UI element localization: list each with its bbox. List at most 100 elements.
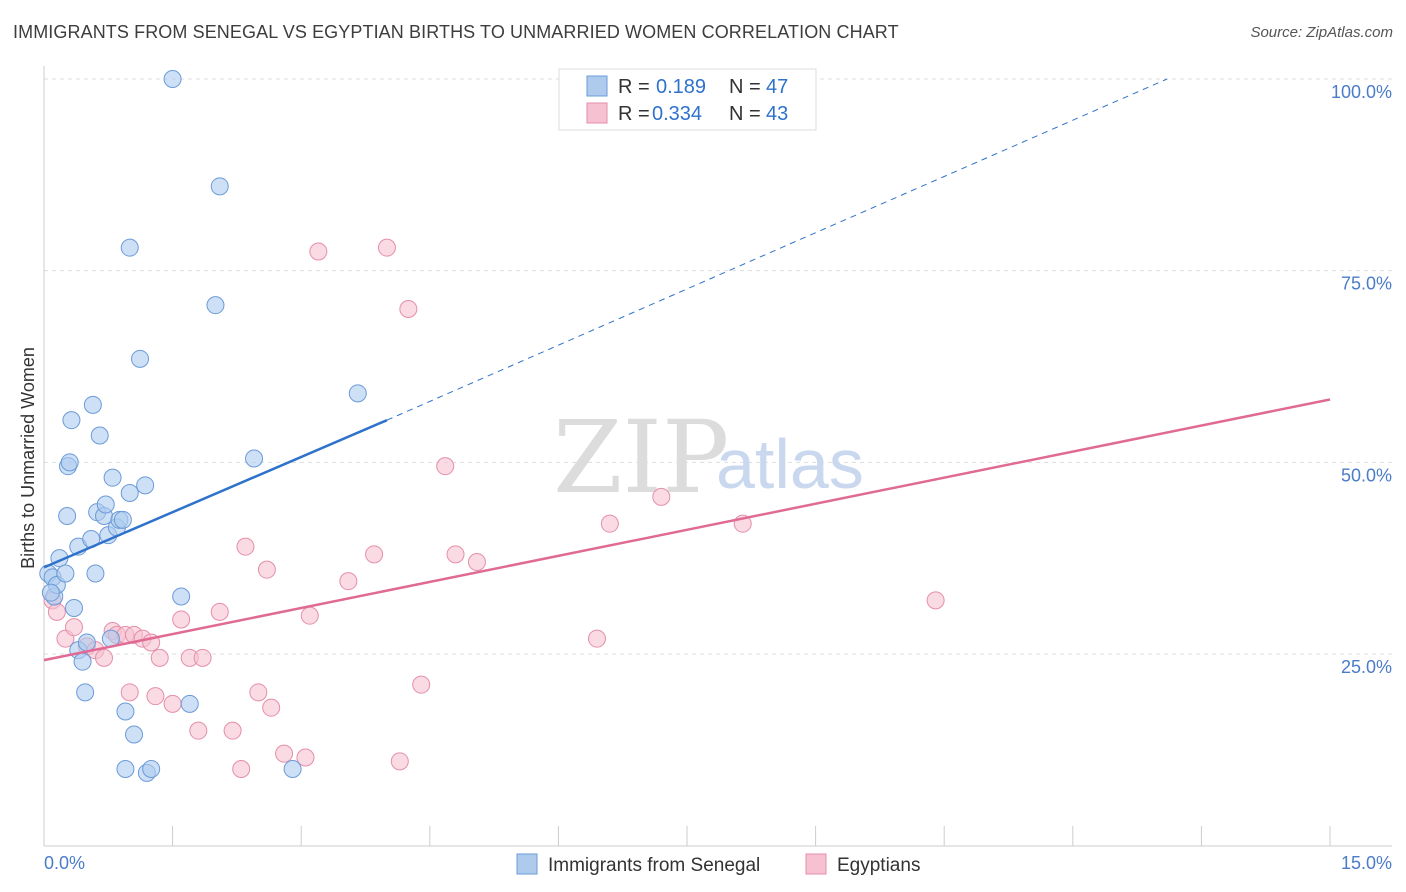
point-egyptians <box>95 648 114 667</box>
point-egyptians <box>652 487 671 506</box>
point-senegal <box>41 583 60 602</box>
data-points <box>39 70 945 782</box>
point-senegal <box>348 384 367 403</box>
trend-line-egyptians <box>43 398 1331 662</box>
point-egyptians <box>249 683 268 702</box>
bottom-legend-label-senegal: Immigrants from Senegal <box>548 855 760 876</box>
point-egyptians <box>146 687 165 706</box>
point-egyptians <box>232 760 251 778</box>
point-senegal <box>131 349 150 368</box>
point-senegal <box>86 564 105 583</box>
watermark-atlas: atlas <box>716 425 864 503</box>
chart-title: IMMIGRANTS FROM SENEGAL VS EGYPTIAN BIRT… <box>13 22 899 42</box>
point-senegal <box>60 453 79 472</box>
point-senegal <box>77 633 96 652</box>
point-senegal <box>245 449 264 468</box>
point-senegal <box>83 395 102 414</box>
point-egyptians <box>172 610 191 629</box>
point-senegal <box>113 510 132 529</box>
point-senegal <box>96 495 115 514</box>
point-senegal <box>180 694 199 713</box>
point-egyptians <box>399 300 418 318</box>
legend-r-value-senegal: 0.189 <box>656 76 706 98</box>
y-tick-label: 25.0% <box>1341 657 1392 677</box>
legend-n-label-senegal: N = <box>729 76 761 98</box>
point-egyptians <box>587 629 606 648</box>
legend-n-value-senegal: 47 <box>766 76 788 98</box>
point-egyptians <box>189 721 208 740</box>
point-egyptians <box>446 545 465 564</box>
point-egyptians <box>926 591 945 610</box>
grid: 25.0% 50.0% 75.0% 100.0% <box>44 78 1392 677</box>
point-egyptians <box>150 648 169 667</box>
point-egyptians <box>377 238 396 257</box>
point-senegal <box>206 296 225 315</box>
y-tick-label: 50.0% <box>1341 465 1392 485</box>
point-egyptians <box>210 602 229 621</box>
point-senegal <box>62 411 81 430</box>
point-senegal <box>120 238 139 257</box>
point-egyptians <box>163 694 182 713</box>
chart-source: Source: ZipAtlas.com <box>1250 24 1393 41</box>
point-senegal <box>76 683 95 702</box>
bottom-legend: Immigrants from Senegal Egyptians <box>516 853 920 876</box>
bottom-legend-swatch-egyptians <box>805 853 827 875</box>
point-egyptians <box>300 606 319 625</box>
point-egyptians <box>436 457 455 476</box>
point-egyptians <box>193 648 212 667</box>
watermark: ZIP atlas <box>553 399 864 516</box>
legend-n-value-egyptians: 43 <box>766 103 788 125</box>
legend-r-label-egyptians: R = <box>618 103 650 125</box>
point-egyptians <box>296 748 315 767</box>
point-egyptians <box>223 721 242 740</box>
y-tick-label: 100.0% <box>1331 82 1392 102</box>
x-tick-label-min: 0.0% <box>44 853 85 873</box>
legend-n-label-egyptians: N = <box>729 103 761 125</box>
bottom-legend-label-egyptians: Egyptians <box>837 855 920 876</box>
point-egyptians <box>365 545 384 564</box>
point-senegal <box>142 760 161 778</box>
point-senegal <box>136 476 155 495</box>
point-senegal <box>125 725 144 744</box>
point-senegal <box>163 70 182 88</box>
point-egyptians <box>262 698 281 717</box>
axes <box>43 66 1392 847</box>
legend: R = 0.189 N = 47 R = 0.334 N = 43 <box>558 68 817 131</box>
point-senegal <box>172 587 191 606</box>
point-egyptians <box>120 683 139 702</box>
point-senegal <box>116 702 135 721</box>
point-egyptians <box>309 242 328 261</box>
point-egyptians <box>275 744 294 763</box>
point-senegal <box>58 507 77 525</box>
point-egyptians <box>47 602 66 621</box>
point-senegal <box>116 760 135 778</box>
y-axis-title: Births to Unmarried Women <box>18 347 38 569</box>
legend-swatch-egyptians <box>586 102 608 124</box>
point-egyptians <box>65 618 84 637</box>
x-tick-label-max: 15.0% <box>1341 853 1392 873</box>
point-senegal <box>283 760 302 778</box>
watermark-zip: ZIP <box>553 399 729 516</box>
point-egyptians <box>390 752 409 771</box>
point-egyptians <box>257 560 276 579</box>
point-egyptians <box>236 537 255 556</box>
legend-r-value-egyptians: 0.334 <box>652 103 702 125</box>
trend-lines <box>43 78 1331 662</box>
point-senegal <box>56 564 75 583</box>
point-senegal <box>90 426 109 445</box>
trend-line-senegal-extension <box>386 78 1168 421</box>
y-tick-label: 75.0% <box>1341 274 1392 294</box>
point-senegal <box>210 177 229 196</box>
point-senegal <box>65 599 84 617</box>
point-egyptians <box>412 675 431 694</box>
legend-r-label-senegal: R = <box>618 76 650 98</box>
legend-swatch-senegal <box>586 75 608 97</box>
trend-line-senegal <box>43 419 388 569</box>
point-senegal <box>120 484 139 502</box>
point-egyptians <box>467 553 486 571</box>
point-egyptians <box>600 514 619 533</box>
point-senegal <box>103 468 122 487</box>
point-egyptians <box>339 572 358 591</box>
point-senegal <box>73 652 92 671</box>
